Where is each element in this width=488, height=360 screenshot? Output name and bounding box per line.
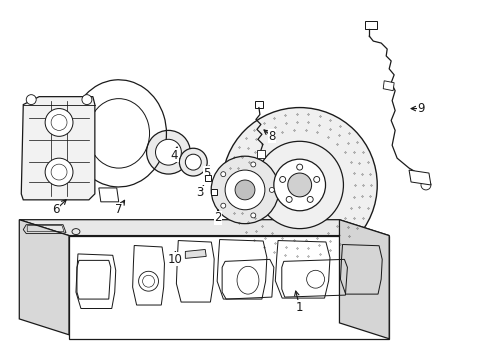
Text: 7: 7 <box>115 203 122 216</box>
Circle shape <box>221 172 225 177</box>
Text: 10: 10 <box>167 253 183 266</box>
Circle shape <box>45 158 73 186</box>
Polygon shape <box>21 96 95 200</box>
Circle shape <box>306 197 312 202</box>
Circle shape <box>250 162 255 167</box>
Polygon shape <box>19 220 388 235</box>
Circle shape <box>222 108 376 262</box>
Circle shape <box>296 164 302 170</box>
Circle shape <box>179 148 207 176</box>
Text: 4: 4 <box>170 149 178 162</box>
Polygon shape <box>254 100 263 108</box>
Polygon shape <box>383 81 393 91</box>
Circle shape <box>224 170 264 210</box>
Text: 5: 5 <box>203 167 210 180</box>
Polygon shape <box>256 150 264 158</box>
Circle shape <box>313 176 319 183</box>
Text: 2: 2 <box>214 211 222 224</box>
Text: 9: 9 <box>416 102 424 115</box>
Polygon shape <box>99 188 119 202</box>
Polygon shape <box>185 249 206 258</box>
Circle shape <box>287 173 311 197</box>
Polygon shape <box>69 235 388 339</box>
Polygon shape <box>408 170 430 185</box>
Polygon shape <box>365 21 376 29</box>
Text: 3: 3 <box>196 186 203 199</box>
Circle shape <box>279 176 285 183</box>
Text: 8: 8 <box>267 130 275 143</box>
Circle shape <box>185 154 201 170</box>
Polygon shape <box>19 220 69 335</box>
Circle shape <box>269 188 274 192</box>
Circle shape <box>273 159 325 211</box>
Circle shape <box>146 130 190 174</box>
Circle shape <box>45 109 73 136</box>
Text: 6: 6 <box>52 203 60 216</box>
Polygon shape <box>339 220 388 339</box>
Circle shape <box>26 95 36 105</box>
Circle shape <box>221 203 225 208</box>
Circle shape <box>155 139 181 165</box>
Circle shape <box>82 95 92 105</box>
Circle shape <box>285 197 291 202</box>
Circle shape <box>255 141 343 229</box>
Circle shape <box>235 180 254 200</box>
Text: 1: 1 <box>295 301 303 314</box>
Circle shape <box>250 213 255 218</box>
Circle shape <box>211 156 278 224</box>
